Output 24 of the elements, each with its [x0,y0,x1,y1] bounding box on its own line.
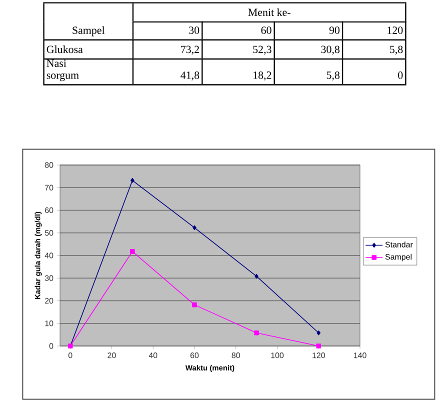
point [192,302,197,308]
point [130,178,134,183]
point [192,225,196,230]
point [316,344,322,348]
text: 5,8 [326,72,340,80]
point [254,274,258,279]
text: 60 [261,26,272,34]
text: 5,8 [390,46,403,55]
text: 73,2 [181,46,199,55]
text: 120 [388,26,403,34]
text: 30,8 [321,46,340,55]
point [254,330,259,336]
text: 90 [329,26,340,34]
text: 30 [189,26,200,34]
text: Menit ke- [248,8,290,16]
point [316,330,321,336]
text: Nasi sorgum [46,60,79,82]
point [130,249,135,254]
text: Sampel [72,26,105,36]
text: 41,8 [180,72,200,80]
text: 0 [398,72,403,79]
text: 18,2 [254,72,272,80]
text: 52,3 [253,46,272,55]
text: Glukosa [46,45,83,54]
